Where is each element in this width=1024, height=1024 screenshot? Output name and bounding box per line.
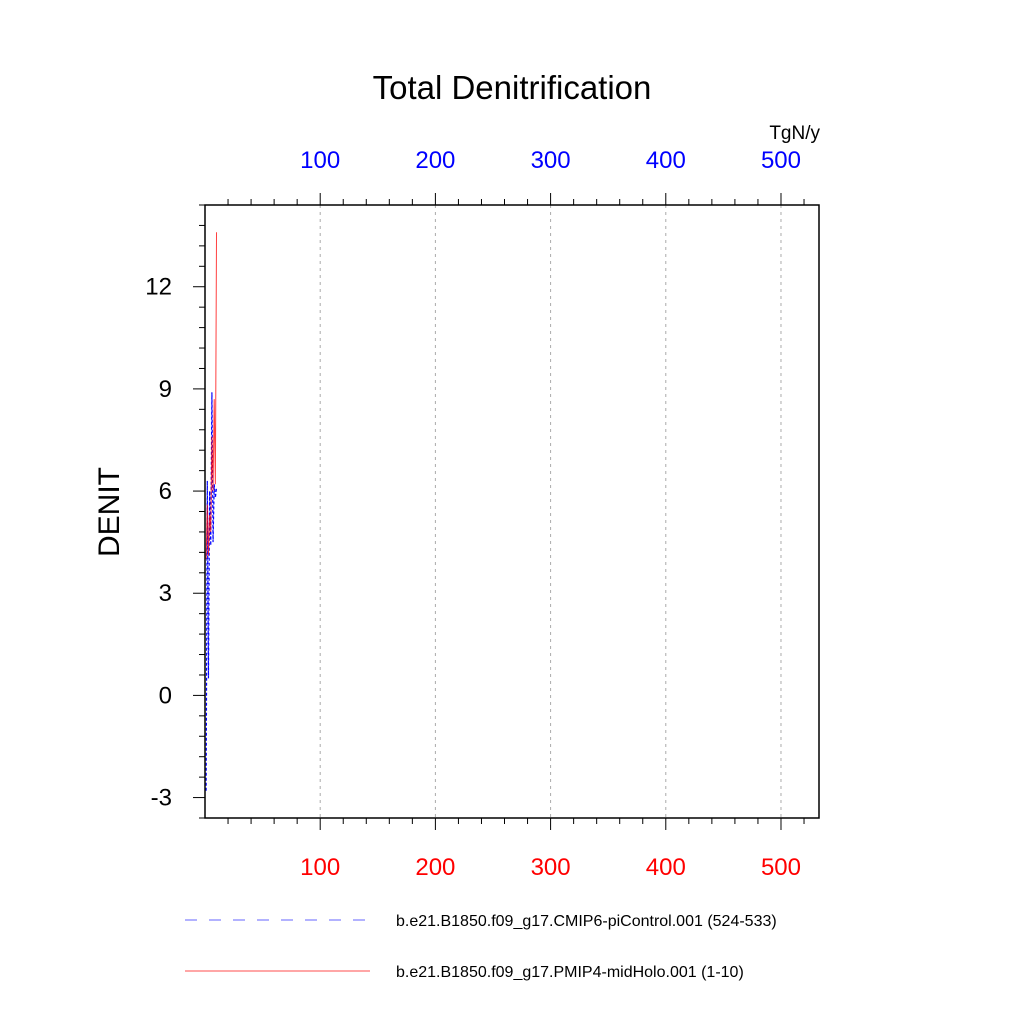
y-tick-label-6: 6 [159,478,172,505]
bottom-x-tick-label-500: 500 [761,854,801,881]
legend: b.e21.B1850.f09_g17.CMIP6-piControl.001 … [185,913,777,981]
top-x-tick-labels: 100 200 300 400 500 [300,147,801,174]
y-tick-label-0: 0 [159,682,172,709]
grid-lines [319,205,782,818]
legend-label-control: b.e21.B1850.f09_g17.CMIP6-piControl.001 … [396,913,777,930]
bottom-x-tick-label-300: 300 [531,854,571,881]
top-x-tick-label-200: 200 [415,147,455,174]
y-tick-labels: -3 0 3 6 9 12 [145,274,172,812]
bottom-x-tick-label-100: 100 [300,854,340,881]
y-tick-label-3: 3 [159,580,172,607]
bottom-x-tick-labels: 100 200 300 400 500 [300,854,801,881]
top-x-tick-label-300: 300 [531,147,571,174]
chart-title: Total Denitrification [373,69,652,106]
series-layer [205,232,218,791]
axis-ticks [193,193,805,830]
series-line-midholo [205,232,218,560]
legend-label-midholo: b.e21.B1850.f09_g17.PMIP4-midHolo.001 (1… [396,964,744,981]
bottom-x-tick-label-400: 400 [646,854,686,881]
top-x-tick-label-400: 400 [646,147,686,174]
units-label: TgN/y [769,123,820,144]
y-tick-label--3: -3 [151,785,172,812]
plot-frame [204,204,820,819]
bottom-x-tick-label-200: 200 [415,854,455,881]
top-x-tick-label-100: 100 [300,147,340,174]
y-tick-label-9: 9 [159,376,172,403]
y-axis-label: DENIT [93,467,126,557]
top-x-tick-label-500: 500 [761,147,801,174]
y-tick-label-12: 12 [145,274,172,301]
